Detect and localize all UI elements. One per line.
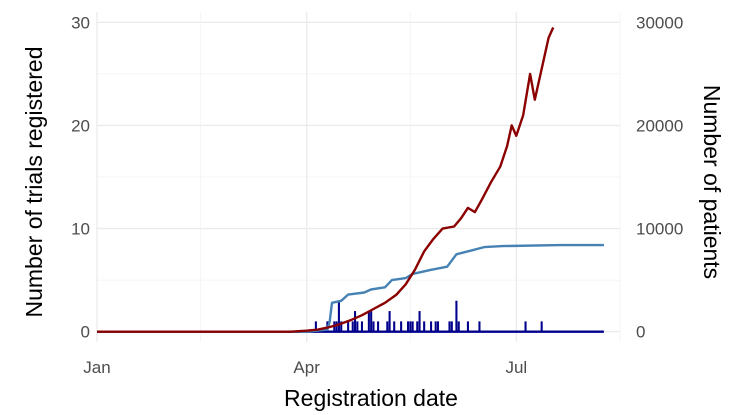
bar <box>524 321 527 332</box>
bar <box>436 321 440 332</box>
bar-series-daily-trials <box>97 300 604 333</box>
x-axis-title: Registration date <box>284 385 458 411</box>
bar <box>393 321 396 332</box>
y-tick-label: 0 <box>81 323 90 342</box>
y2-tick-label: 30000 <box>636 13 683 32</box>
bar <box>370 311 373 332</box>
bar <box>448 321 451 332</box>
bar <box>386 321 389 332</box>
bar <box>430 321 433 332</box>
bar <box>450 321 453 332</box>
bar <box>423 321 426 332</box>
bar <box>411 321 414 332</box>
bar <box>406 321 410 332</box>
bar <box>372 321 375 332</box>
bar <box>351 321 354 332</box>
x-tick-label: Apr <box>293 358 320 377</box>
bar <box>540 321 543 332</box>
y-tick-label: 30 <box>71 13 90 32</box>
grid <box>96 12 621 342</box>
bar <box>314 321 317 332</box>
bar <box>434 321 437 332</box>
bar <box>360 321 363 332</box>
bar <box>418 311 421 332</box>
bar <box>478 321 481 332</box>
bar <box>409 321 412 332</box>
bar <box>347 321 350 332</box>
y2-axis-title: Number of patients <box>699 85 725 279</box>
bar <box>337 300 340 332</box>
bar <box>335 321 338 332</box>
bar <box>457 321 460 332</box>
line-series-cumulative-patients <box>97 27 555 333</box>
y-tick-label: 10 <box>71 220 90 239</box>
y-tick-label: 20 <box>71 116 90 135</box>
x-tick-label: Jul <box>505 358 527 377</box>
bar <box>340 321 343 332</box>
y2-tick-label: 10000 <box>636 220 683 239</box>
y2-tick-label: 20000 <box>636 116 683 135</box>
line-series-cumulative-trials <box>97 243 604 333</box>
bar <box>466 321 469 332</box>
bar <box>455 300 458 332</box>
bar <box>416 321 419 332</box>
tick-labels: 0 10 20 30 0 10000 20000 30000 Jan Apr Jul <box>71 13 683 377</box>
bar <box>356 321 359 332</box>
y-axis-title: Number of trials registered <box>21 47 47 318</box>
bar <box>354 311 357 332</box>
bar <box>400 321 403 332</box>
y2-tick-label: 0 <box>636 323 645 342</box>
bar <box>367 311 370 332</box>
bar <box>388 311 391 332</box>
bar <box>377 321 380 332</box>
x-tick-label: Jan <box>83 358 110 377</box>
